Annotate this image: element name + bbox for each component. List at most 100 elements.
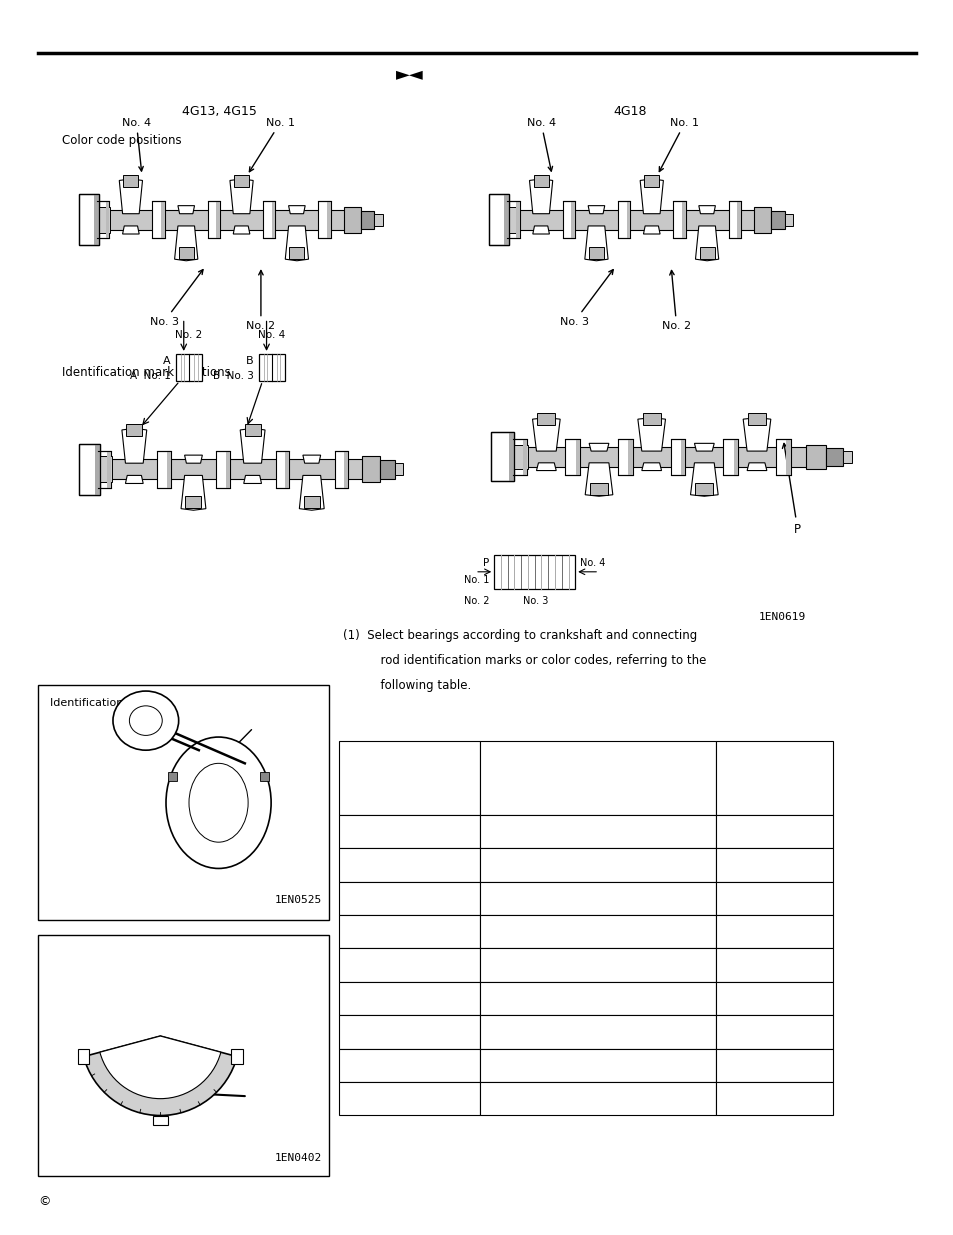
- Bar: [100, 456, 112, 482]
- Bar: [303, 496, 319, 509]
- Bar: [338, 948, 479, 982]
- Bar: [161, 201, 165, 238]
- Bar: [108, 451, 112, 488]
- Bar: [565, 440, 579, 474]
- Polygon shape: [641, 463, 660, 471]
- Text: No. 2: No. 2: [661, 270, 691, 331]
- Bar: [588, 247, 603, 259]
- Text: No. 1: No. 1: [463, 576, 489, 585]
- Bar: [289, 247, 304, 259]
- Bar: [479, 848, 716, 882]
- Bar: [716, 741, 832, 815]
- Text: No. 1: No. 1: [659, 117, 699, 172]
- Text: No. 1: No. 1: [249, 117, 294, 172]
- Text: No. 4: No. 4: [258, 330, 285, 341]
- Bar: [208, 201, 220, 238]
- Bar: [343, 207, 360, 233]
- Bar: [479, 982, 716, 1015]
- Bar: [360, 210, 374, 230]
- Polygon shape: [233, 226, 250, 233]
- Polygon shape: [587, 206, 604, 214]
- Polygon shape: [642, 226, 659, 233]
- Bar: [272, 201, 275, 238]
- Bar: [185, 496, 201, 509]
- Text: 3: 3: [725, 1092, 733, 1105]
- Polygon shape: [532, 417, 559, 451]
- Bar: [38, 935, 329, 1176]
- Bar: [618, 201, 630, 238]
- Bar: [512, 440, 527, 474]
- Bar: [285, 451, 289, 488]
- Bar: [263, 201, 275, 238]
- Bar: [81, 459, 376, 479]
- Bar: [106, 201, 110, 238]
- Bar: [507, 201, 519, 238]
- Ellipse shape: [130, 706, 162, 735]
- Polygon shape: [185, 456, 202, 463]
- Text: ►◄: ►◄: [395, 65, 424, 83]
- Text: (1)  Select bearings according to crankshaft and connecting: (1) Select bearings according to cranksh…: [343, 629, 697, 642]
- Text: II, None: II, None: [348, 925, 393, 939]
- Bar: [728, 201, 740, 238]
- Bar: [575, 440, 579, 474]
- Text: 1EN0619: 1EN0619: [758, 613, 805, 622]
- Bar: [379, 461, 395, 479]
- Bar: [79, 443, 100, 495]
- Polygon shape: [746, 463, 766, 471]
- Bar: [699, 247, 714, 259]
- Bar: [338, 882, 479, 915]
- Bar: [618, 440, 632, 474]
- Bar: [533, 174, 548, 186]
- Polygon shape: [240, 429, 265, 463]
- Bar: [643, 174, 659, 186]
- Bar: [716, 1015, 832, 1049]
- Text: 4G13, 4G15: 4G13, 4G15: [182, 105, 256, 117]
- Polygon shape: [177, 206, 194, 214]
- Bar: [479, 882, 716, 915]
- Polygon shape: [125, 475, 143, 483]
- Bar: [98, 451, 112, 488]
- Bar: [327, 201, 331, 238]
- Text: No. 4: No. 4: [526, 117, 555, 172]
- Text: None: None: [489, 1058, 519, 1072]
- Text: Crankshaft
identification
mark: Crankshaft identification mark: [348, 761, 421, 795]
- Polygon shape: [174, 226, 197, 261]
- Text: No. 4: No. 4: [122, 117, 151, 172]
- Bar: [479, 915, 716, 948]
- Bar: [94, 443, 100, 495]
- Bar: [670, 440, 684, 474]
- Text: I, Yellow: I, Yellow: [348, 825, 395, 839]
- Text: Bearing
identification
mark: Bearing identification mark: [725, 761, 799, 795]
- Polygon shape: [285, 226, 308, 261]
- Bar: [805, 445, 825, 469]
- Polygon shape: [529, 179, 552, 214]
- Bar: [562, 201, 575, 238]
- Ellipse shape: [166, 737, 271, 868]
- Polygon shape: [584, 463, 612, 496]
- Bar: [491, 432, 514, 482]
- Bar: [514, 445, 527, 469]
- Polygon shape: [694, 443, 714, 451]
- Bar: [81, 210, 357, 230]
- Bar: [395, 463, 403, 475]
- Bar: [695, 483, 713, 494]
- Bar: [753, 207, 770, 233]
- Text: 2: 2: [725, 958, 733, 972]
- Bar: [338, 1082, 479, 1115]
- Bar: [226, 451, 230, 488]
- Bar: [716, 882, 832, 915]
- Bar: [590, 483, 607, 494]
- Text: P: P: [482, 558, 489, 568]
- Bar: [491, 210, 767, 230]
- Bar: [508, 432, 514, 482]
- Ellipse shape: [112, 692, 178, 750]
- Text: Color code positions: Color code positions: [62, 135, 181, 147]
- Text: B: B: [246, 356, 253, 366]
- Bar: [374, 214, 382, 226]
- Ellipse shape: [189, 763, 248, 842]
- Bar: [338, 815, 479, 848]
- Bar: [479, 1049, 716, 1082]
- Bar: [747, 414, 765, 425]
- Text: A  No. 1: A No. 1: [130, 370, 171, 380]
- Polygon shape: [119, 179, 142, 214]
